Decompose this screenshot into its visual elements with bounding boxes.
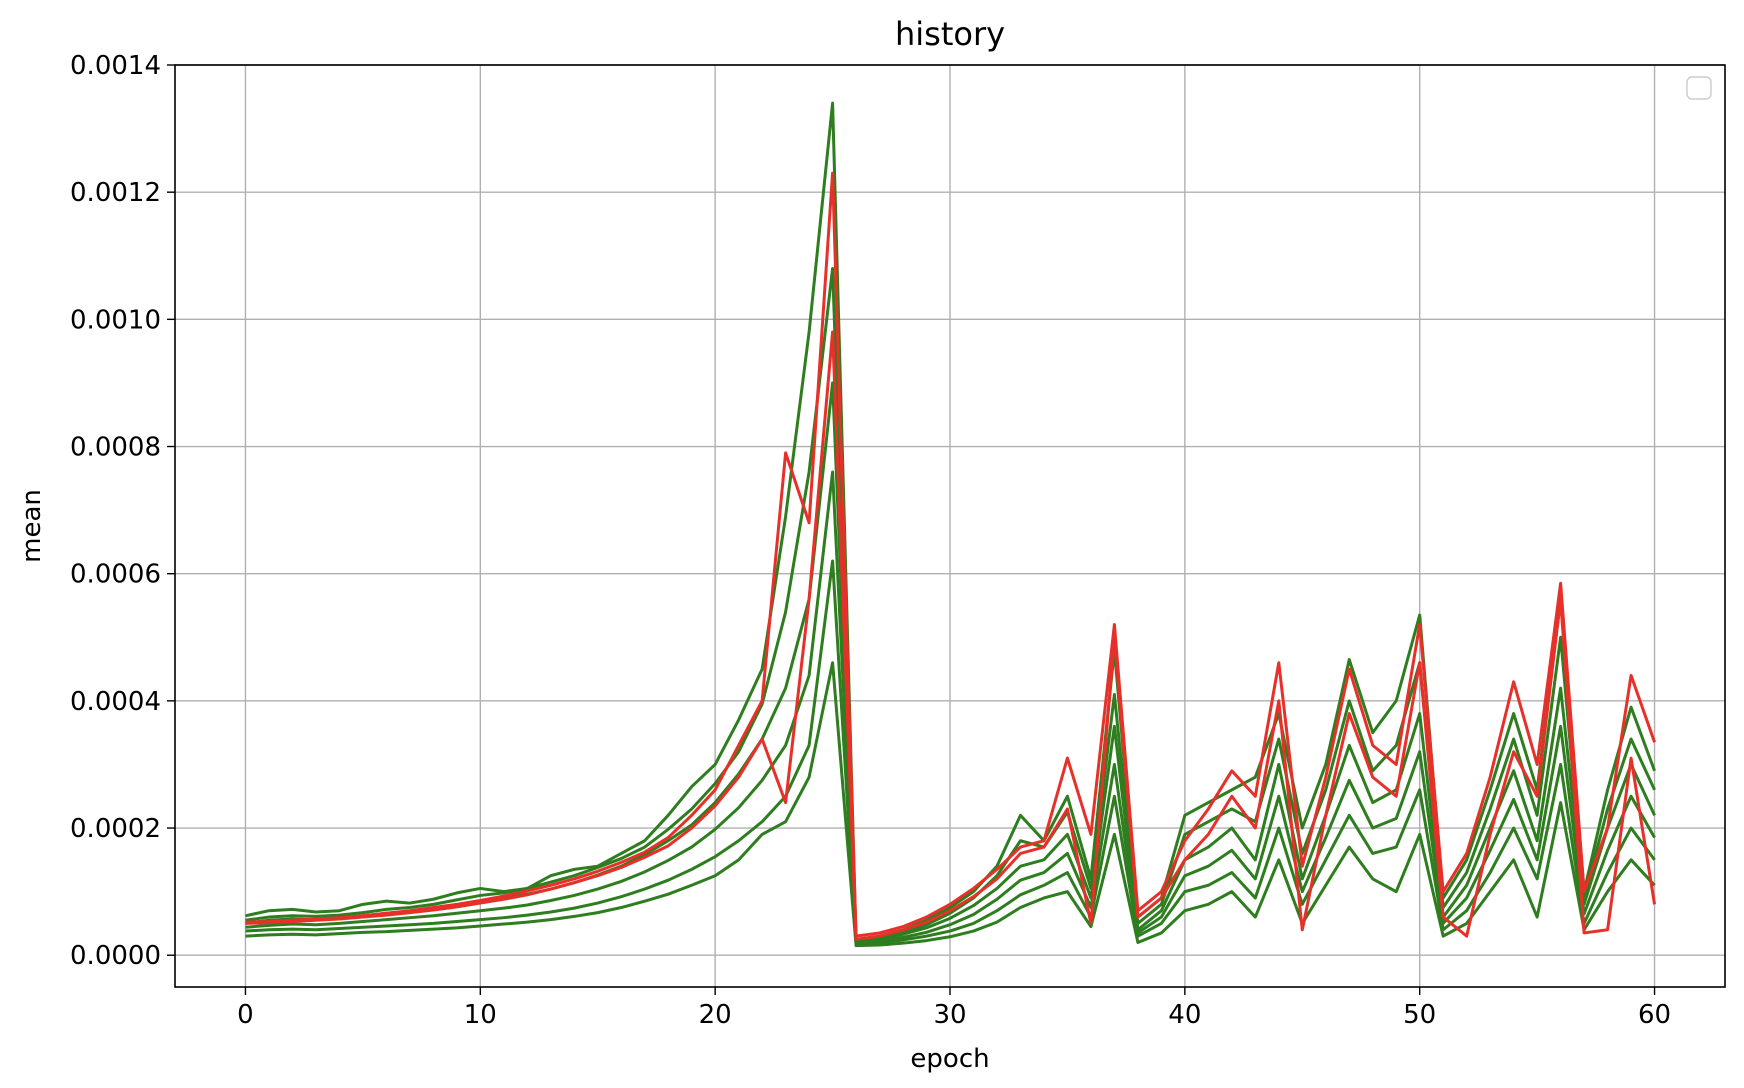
series-line-7: [245, 171, 1656, 938]
y-tick-label: 0.0002: [70, 814, 161, 844]
y-tick-label: 0.0000: [70, 941, 161, 971]
y-tick-label: 0.0004: [70, 687, 161, 717]
x-tick-label: 50: [1403, 1000, 1436, 1030]
y-tick-label: 0.0006: [70, 560, 161, 590]
y-tick-label: 0.0008: [70, 433, 161, 463]
x-tick-label: 0: [237, 1000, 254, 1030]
x-axis-ticks: 0 10 20 30 40 50 60: [237, 987, 1671, 1030]
legend-box: [1686, 76, 1712, 100]
series-line-4: [245, 661, 1656, 948]
y-axis-label: mean: [17, 489, 47, 563]
x-tick-label: 40: [1168, 1000, 1201, 1030]
x-tick-label: 30: [933, 1000, 966, 1030]
y-axis-ticks: 0.0000 0.0002 0.0004 0.0006 0.0008 0.0010 0.00…: [70, 51, 175, 971]
x-axis-label: epoch: [910, 1044, 989, 1074]
series-line-1: [245, 101, 1656, 941]
x-tick-label: 60: [1638, 1000, 1671, 1030]
y-tick-label: 0.0012: [70, 178, 161, 208]
series-line-6: [245, 470, 1656, 944]
series-lines: [245, 101, 1657, 948]
series-line-8: [245, 330, 1657, 941]
x-tick-label: 20: [699, 1000, 732, 1030]
x-tick-label: 10: [464, 1000, 497, 1030]
y-tick-label: 0.0010: [70, 305, 161, 335]
series-line-3: [245, 559, 1656, 946]
chart-title: history: [895, 15, 1005, 53]
y-tick-label: 0.0014: [70, 51, 161, 81]
